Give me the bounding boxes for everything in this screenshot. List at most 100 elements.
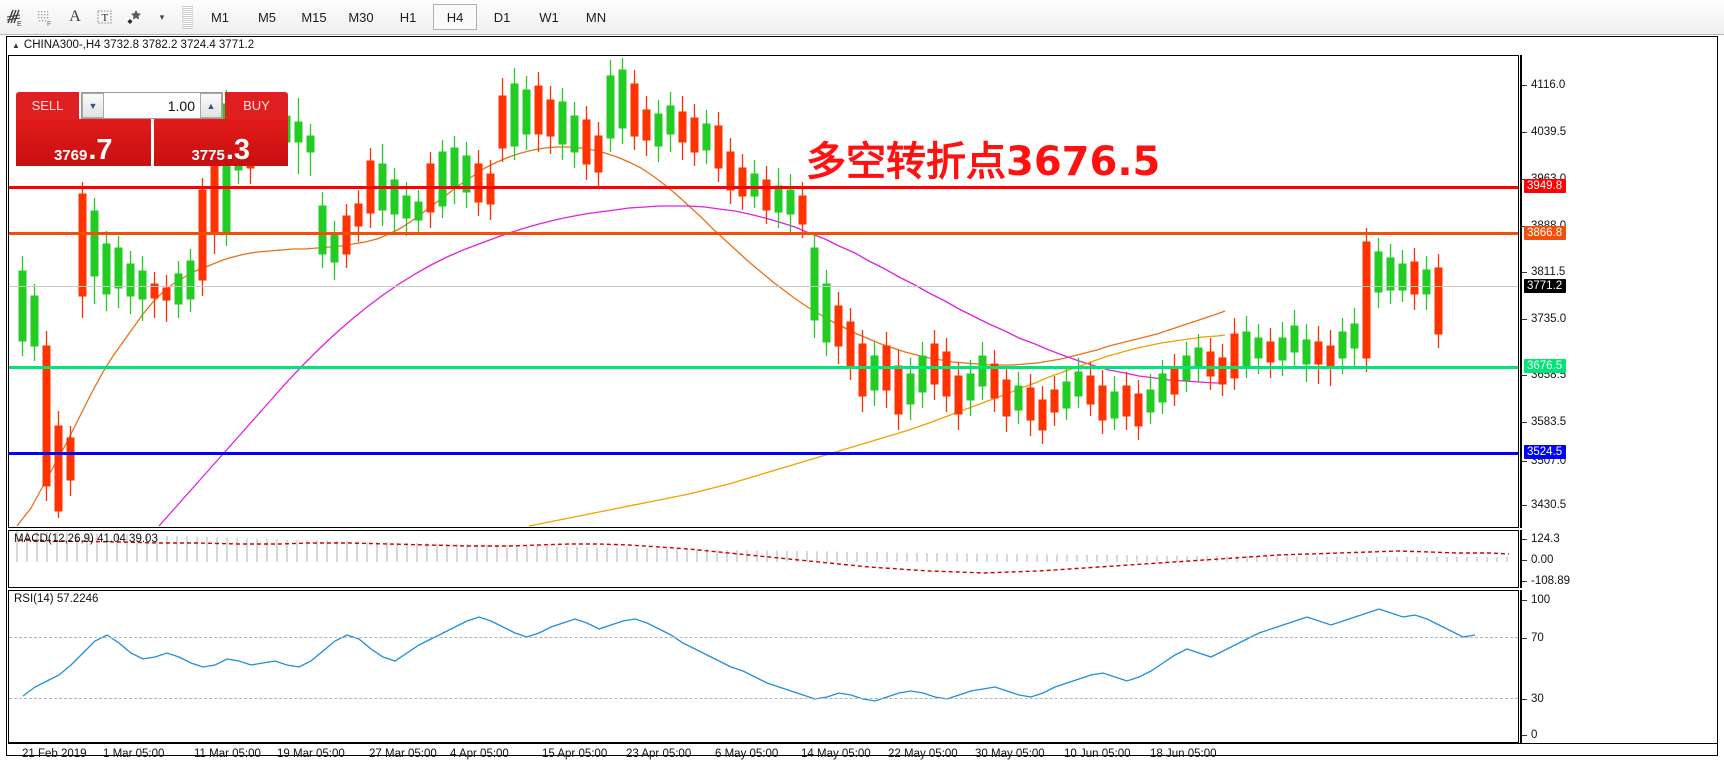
volume-up-button[interactable]: ▲ <box>200 93 222 118</box>
price-tick-4116: 4116.0 <box>1522 79 1565 91</box>
price-axis[interactable]: 4116.0 4039.5 3963.0 3888.0 3811.5 3735.… <box>1520 55 1717 528</box>
rsi-axis[interactable]: 100 70 30 0 <box>1520 590 1717 743</box>
price-tick-3583: 3583.5 <box>1522 416 1566 428</box>
ma-orange-line <box>16 146 1226 527</box>
toolbar-separator <box>182 5 193 29</box>
macd-histogram <box>16 531 1508 562</box>
trade-panel-prices: 3769 .7 3775 .3 <box>16 119 288 166</box>
time-tick-1: 1 Mar 05:00 <box>103 748 165 760</box>
price-pane[interactable] <box>8 55 1519 528</box>
time-tick-4: 27 Mar 05:00 <box>369 748 437 760</box>
time-tick-2: 11 Mar 05:00 <box>194 748 261 760</box>
level-line-3524-5[interactable] <box>9 452 1518 455</box>
rsi-tick-30: 30 <box>1522 693 1544 705</box>
price-tick-3735: 3735.0 <box>1522 313 1566 325</box>
price-badge-3771-2[interactable]: 3771.2 <box>1524 279 1567 293</box>
timeframe-m30[interactable]: M30 <box>348 9 374 25</box>
grid-glyph: F <box>38 11 51 27</box>
volume-input[interactable]: 1.00 <box>167 97 195 114</box>
symbol-info-bar: ▲ CHINA300-,H4 3732.8 3782.2 3724.4 3771… <box>7 37 1717 53</box>
time-tick-5: 4 Apr 05:00 <box>450 748 509 760</box>
time-tick-11: 30 May 05:00 <box>975 748 1045 760</box>
time-axis[interactable]: 21 Feb 2019 1 Mar 05:00 11 Mar 05:00 19 … <box>8 743 1717 765</box>
buy-price-decimal: .3 <box>225 134 251 167</box>
gridline-current-price <box>9 286 1518 287</box>
timeframe-mn[interactable]: MN <box>585 9 607 25</box>
time-tick-0: 21 Feb 2019 <box>22 748 87 760</box>
indicators-glyph: E <box>6 9 22 27</box>
rsi-pane[interactable]: RSI(14) 57.2246 <box>8 590 1519 743</box>
rsi-level-30 <box>9 698 1518 699</box>
macd-label: MACD(12,26,9) 41.04 39.03 <box>14 533 158 545</box>
rsi-level-70 <box>9 637 1518 638</box>
time-tick-8: 6 May 05:00 <box>715 748 779 760</box>
rsi-line <box>22 608 1476 702</box>
buy-price-box[interactable]: 3775 .3 <box>153 119 288 167</box>
price-tick-4039: 4039.5 <box>1522 126 1566 138</box>
price-tick-3430: 3430.5 <box>1522 499 1566 511</box>
price-badge-3524-5[interactable]: 3524.5 <box>1524 445 1567 459</box>
timeframe-h1[interactable]: H1 <box>399 9 417 25</box>
timeframe-m5[interactable]: M5 <box>257 9 277 25</box>
level-line-3949-8[interactable] <box>9 186 1518 189</box>
timeframe-w1[interactable]: W1 <box>539 9 559 25</box>
macd-axis[interactable]: 124.3 0.00 -108.89 <box>1520 530 1717 588</box>
chart-window: ▲ CHINA300-,H4 3732.8 3782.2 3724.4 3771… <box>6 36 1718 760</box>
rsi-chart-svg <box>22 608 1476 702</box>
indicators-icon[interactable]: E <box>0 2 30 32</box>
ma-gold-line <box>528 334 1226 527</box>
chevron-down-icon[interactable]: ▾ <box>159 11 165 22</box>
volume-down-button[interactable]: ▼ <box>82 93 104 118</box>
collapse-triangle-icon[interactable]: ▲ <box>12 40 20 50</box>
time-tick-10: 22 May 05:00 <box>888 748 958 760</box>
macd-tick-zero: 0.00 <box>1522 554 1553 566</box>
time-tick-9: 14 May 05:00 <box>801 748 871 760</box>
rsi-tick-0: 0 <box>1522 729 1537 741</box>
volume-stepper[interactable]: ▼ 1.00 ▲ <box>81 92 223 119</box>
symbol-info-text: CHINA300-,H4 3732.8 3782.2 3724.4 3771.2 <box>23 39 255 51</box>
price-badge-3676-5[interactable]: 3676.5 <box>1524 359 1567 373</box>
level-line-3866-8[interactable] <box>9 232 1518 235</box>
toolbar: E F A T ▾ M1 <box>0 0 1724 35</box>
price-badge-3866-8[interactable]: 3866.8 <box>1524 226 1567 240</box>
rsi-tick-70: 70 <box>1522 632 1544 644</box>
price-tick-3811: 3811.5 <box>1522 266 1565 278</box>
price-badge-3949-8[interactable]: 3949.8 <box>1524 179 1567 193</box>
macd-pane[interactable]: MACD(12,26,9) 41.04 39.03 <box>8 530 1519 588</box>
timeframe-m1[interactable]: M1 <box>210 9 230 25</box>
one-click-trading-panel[interactable]: SELL ▼ 1.00 ▲ BUY 3769 .7 3775 .3 <box>16 92 288 166</box>
trade-panel-header: SELL ▼ 1.00 ▲ BUY <box>16 92 288 119</box>
svg-text:T: T <box>102 12 109 24</box>
sell-price-decimal: .7 <box>88 134 113 167</box>
chart-annotation-text[interactable]: 多空转折点3676.5 <box>806 139 1161 185</box>
time-tick-13: 18 Jun 05:00 <box>1150 748 1217 760</box>
svg-text:F: F <box>47 21 51 27</box>
timeframe-h4[interactable]: H4 <box>433 4 477 30</box>
objects-glyph <box>127 10 141 24</box>
time-tick-12: 10 Jun 05:00 <box>1064 748 1131 760</box>
macd-chart-svg <box>16 531 1510 574</box>
text-label-glyph: T <box>97 10 112 24</box>
objects-icon[interactable] <box>120 2 150 32</box>
price-chart-svg <box>16 58 1443 527</box>
grid-icon[interactable]: F <box>30 2 60 32</box>
buy-button[interactable]: BUY <box>225 92 288 119</box>
macd-signal-line <box>18 539 1510 574</box>
sell-button[interactable]: SELL <box>16 92 79 119</box>
level-line-3676-5[interactable] <box>9 366 1518 369</box>
sell-price-box[interactable]: 3769 .7 <box>16 119 151 166</box>
time-tick-3: 19 Mar 05:00 <box>277 748 345 760</box>
timeframe-m15[interactable]: M15 <box>301 9 327 25</box>
text-icon[interactable]: A <box>69 8 81 25</box>
svg-text:E: E <box>17 21 22 27</box>
ma-magenta-line <box>158 205 1225 527</box>
time-tick-6: 15 Apr 05:00 <box>542 748 608 760</box>
buy-price-integer: 3775 <box>191 147 225 164</box>
rsi-label: RSI(14) 57.2246 <box>14 593 99 605</box>
timeframe-d1[interactable]: D1 <box>493 9 511 25</box>
text-label-icon[interactable]: T <box>90 2 120 32</box>
sell-price-integer: 3769 <box>53 147 88 164</box>
macd-tick-min: -108.89 <box>1522 575 1570 587</box>
time-tick-7: 23 Apr 05:00 <box>626 748 692 760</box>
rsi-tick-100: 100 <box>1522 594 1550 606</box>
